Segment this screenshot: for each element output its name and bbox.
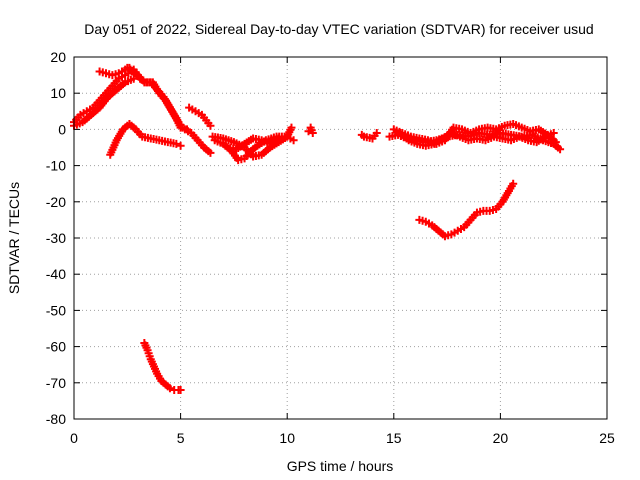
series-arc-3-upper: [123, 63, 191, 134]
x-tick-label: 25: [599, 430, 615, 446]
x-tick-label: 5: [177, 430, 185, 446]
data-layer: [70, 63, 565, 395]
y-tick-label: -30: [46, 230, 66, 246]
series-points-11h: [304, 123, 317, 138]
y-tick-label: -70: [46, 375, 66, 391]
x-tick-label: 20: [493, 430, 509, 446]
series-arc-14-deep: [140, 338, 185, 395]
y-tick-label: 10: [50, 85, 66, 101]
y-axis-label: SDTVAR / TECUs: [6, 182, 22, 294]
y-tick-label: -60: [46, 339, 66, 355]
series-arc-4-mid: [106, 119, 185, 159]
data-point: [206, 121, 215, 130]
data-point: [274, 134, 283, 143]
data-point: [176, 141, 185, 150]
series-arc-13-low: [415, 179, 518, 241]
data-point: [172, 139, 181, 148]
y-tick-label: -50: [46, 302, 66, 318]
data-point: [509, 179, 518, 188]
y-tick-label: 0: [58, 121, 66, 137]
data-point: [308, 129, 317, 138]
x-tick-label: 0: [70, 430, 78, 446]
y-tick-label: -40: [46, 266, 66, 282]
x-tick-label: 10: [279, 430, 295, 446]
series-arc-5-short: [185, 103, 215, 130]
data-point: [556, 145, 565, 154]
series-arc-12-band: [396, 129, 558, 150]
data-point: [287, 123, 296, 132]
tick-layer: 0 5 10 15 20 25 -80 -70 -60 -50 -40 -30 -20 -10 0 10 20: [46, 49, 615, 446]
data-point: [372, 129, 381, 138]
series-arc-9-dip: [223, 134, 283, 154]
y-tick-label: -10: [46, 158, 66, 174]
data-point: [176, 386, 185, 395]
y-tick-label: -20: [46, 194, 66, 210]
data-point: [549, 129, 558, 138]
data-point: [551, 138, 560, 147]
y-tick-label: -80: [46, 411, 66, 427]
x-axis-label: GPS time / hours: [287, 458, 394, 474]
series-arc-1-rise-lower: [70, 74, 138, 130]
chart-title: Day 051 of 2022, Sidereal Day-to-day VTE…: [84, 21, 593, 37]
grid-layer: [74, 57, 607, 419]
series-arc-6-dip: [180, 125, 215, 157]
data-point: [206, 148, 215, 157]
series-points-13-14h: [357, 129, 381, 143]
x-tick-label: 15: [386, 430, 402, 446]
data-point: [165, 384, 174, 393]
y-tick-label: 20: [50, 49, 66, 65]
data-point: [289, 136, 298, 145]
